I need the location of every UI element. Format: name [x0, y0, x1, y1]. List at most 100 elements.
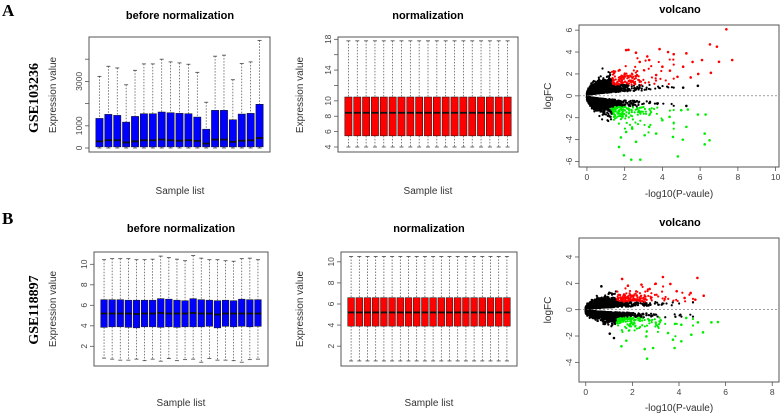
y-tick-label: 6	[326, 301, 336, 306]
box-body	[157, 111, 166, 148]
point-downregulated	[703, 143, 706, 146]
box-18	[494, 40, 503, 148]
data-point	[645, 86, 648, 89]
data-point	[624, 65, 627, 68]
data-point	[637, 103, 640, 106]
data-point	[609, 78, 612, 81]
panel-letter-a: A	[2, 1, 15, 20]
data-point	[631, 106, 635, 109]
data-point	[614, 88, 617, 91]
data-point	[629, 75, 633, 78]
chart-b-normalization: normalization Expression value Sample li…	[295, 223, 518, 409]
data-point	[607, 70, 610, 74]
y-tick-label: 8	[323, 114, 333, 119]
box-8	[157, 58, 166, 149]
data-point	[617, 115, 620, 118]
data-point	[628, 123, 632, 126]
data-point	[590, 82, 593, 85]
data-point	[672, 127, 675, 130]
y-tick-label: 0	[74, 145, 84, 150]
box-4	[371, 40, 379, 148]
box-14	[205, 259, 213, 360]
data-point	[630, 81, 633, 84]
data-point	[650, 321, 653, 324]
data-point	[634, 71, 638, 74]
y-tick-label: 14	[323, 65, 333, 75]
data-point	[634, 65, 637, 68]
data-point	[604, 90, 607, 93]
y-tick-label: -2	[564, 114, 574, 122]
box-body	[202, 128, 211, 148]
data-point	[627, 75, 630, 78]
y-axis-label: Expression value	[48, 56, 59, 133]
point-upregulated	[681, 65, 685, 69]
data-point	[647, 81, 650, 84]
data-point	[636, 69, 639, 73]
box-1	[95, 75, 104, 149]
data-point	[639, 112, 642, 115]
data-point	[627, 84, 630, 87]
data-point	[636, 111, 640, 114]
data-point	[642, 102, 645, 105]
box-body	[184, 113, 193, 148]
data-point	[604, 79, 607, 82]
data-point	[615, 86, 618, 89]
data-point	[634, 77, 637, 80]
point-upregulated	[717, 60, 721, 64]
data-point	[680, 315, 683, 318]
data-point	[601, 101, 604, 104]
data-point	[613, 75, 617, 78]
box-12	[193, 71, 202, 149]
chart-title: volcano	[659, 4, 701, 16]
data-point	[672, 63, 675, 66]
box-body	[379, 96, 388, 137]
data-point	[661, 297, 664, 300]
data-point	[624, 114, 628, 117]
data-point	[610, 90, 613, 93]
data-point	[600, 85, 603, 89]
data-point	[659, 77, 662, 81]
data-point	[628, 108, 631, 111]
box-16	[228, 79, 237, 149]
x-tick-label: 10	[771, 172, 781, 182]
y-tick-label: 2	[79, 344, 89, 349]
data-point	[650, 65, 653, 68]
box-body	[131, 116, 139, 148]
box-15	[213, 259, 222, 361]
box-10	[424, 40, 432, 148]
box-5	[379, 40, 388, 148]
point-downregulated	[639, 158, 642, 161]
data-point	[648, 322, 651, 325]
data-point	[601, 103, 605, 106]
y-tick-label: 4	[564, 49, 574, 54]
box-20	[503, 256, 511, 362]
point-upregulated	[691, 60, 694, 64]
data-point	[602, 77, 605, 80]
data-point	[642, 112, 645, 115]
box-13	[197, 257, 205, 363]
point-upregulated	[666, 50, 670, 54]
data-point	[619, 118, 623, 121]
data-point	[647, 67, 650, 70]
box-14	[211, 55, 219, 149]
data-point	[633, 88, 637, 92]
data-point	[628, 103, 631, 106]
data-point	[593, 91, 597, 94]
box-body	[140, 113, 148, 148]
y-tick-label: 0	[564, 93, 574, 98]
box-body	[211, 110, 219, 148]
data-point	[664, 316, 667, 319]
data-point	[624, 106, 627, 109]
point-upregulated	[689, 76, 692, 79]
box-6	[388, 256, 396, 362]
data-point	[639, 119, 642, 122]
point-upregulated	[725, 27, 728, 31]
box-5	[132, 259, 141, 360]
data-point	[588, 91, 592, 94]
data-point	[603, 102, 607, 105]
box-11	[184, 63, 193, 149]
box-16	[470, 256, 478, 362]
data-point	[653, 102, 657, 105]
data-point	[628, 87, 631, 91]
box-body	[166, 112, 175, 148]
